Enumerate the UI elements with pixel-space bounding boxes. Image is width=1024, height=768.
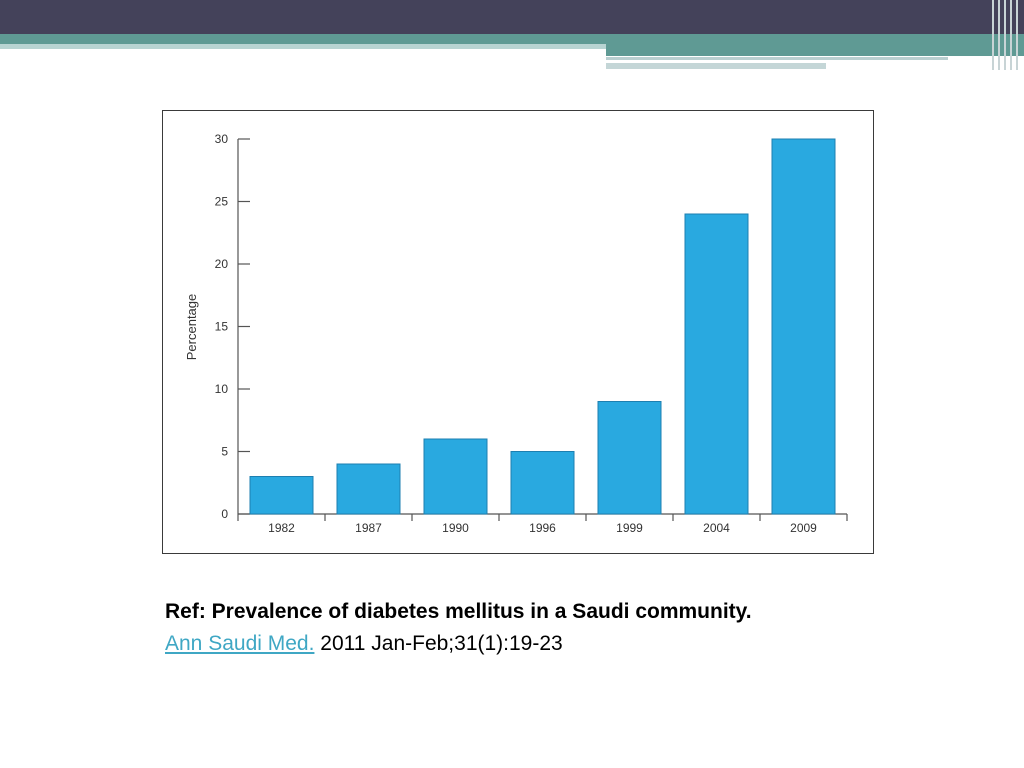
slide-header-accent: [0, 34, 1024, 44]
journal-link[interactable]: Ann Saudi Med.: [165, 632, 315, 655]
bar-1990: [423, 438, 488, 515]
x-tick-label: 2009: [790, 521, 817, 535]
x-tick-label: 1982: [268, 521, 295, 535]
bar-2009: [771, 138, 836, 515]
y-tick-label: 25: [215, 195, 229, 209]
bar-1982: [249, 476, 314, 515]
y-tick-label: 15: [215, 320, 229, 334]
y-tick-label: 10: [215, 382, 229, 396]
bar-1996: [510, 451, 575, 515]
chart-frame: 0 5 10 15 20 25 30 1982 1987 1990 1996 1999 2004 2009…: [162, 110, 874, 554]
bar-1987: [336, 463, 401, 515]
slide-header-accent-right: [606, 44, 1024, 56]
y-axis-label: Percentage: [184, 294, 199, 361]
reference-title: Ref: Prevalence of diabetes mellitus in …: [165, 600, 752, 623]
y-tick-label: 30: [215, 132, 229, 146]
bar-1999: [597, 401, 662, 515]
y-tick-label: 20: [215, 257, 229, 271]
y-tick-label: 0: [221, 507, 228, 521]
x-tick-label: 2004: [703, 521, 730, 535]
slide-header-accent-light: [0, 44, 606, 49]
bar-chart: 0 5 10 15 20 25 30 1982 1987 1990 1996 1999 2004 2009…: [184, 132, 848, 535]
y-tick-label: 5: [221, 445, 228, 459]
slide-header-line: [606, 63, 826, 69]
reference-block: Ref: Prevalence of diabetes mellitus in …: [165, 596, 965, 660]
slide-header-bar: [0, 0, 1024, 34]
bar-2004: [684, 213, 749, 515]
slide-header-line: [606, 57, 948, 60]
x-tick-label: 1990: [442, 521, 469, 535]
x-tick-label: 1999: [616, 521, 643, 535]
x-tick-label: 1987: [355, 521, 382, 535]
slide-header-stripes: [988, 0, 1024, 70]
citation-details: 2011 Jan-Feb;31(1):19-23: [320, 632, 563, 655]
x-tick-label: 1996: [529, 521, 556, 535]
